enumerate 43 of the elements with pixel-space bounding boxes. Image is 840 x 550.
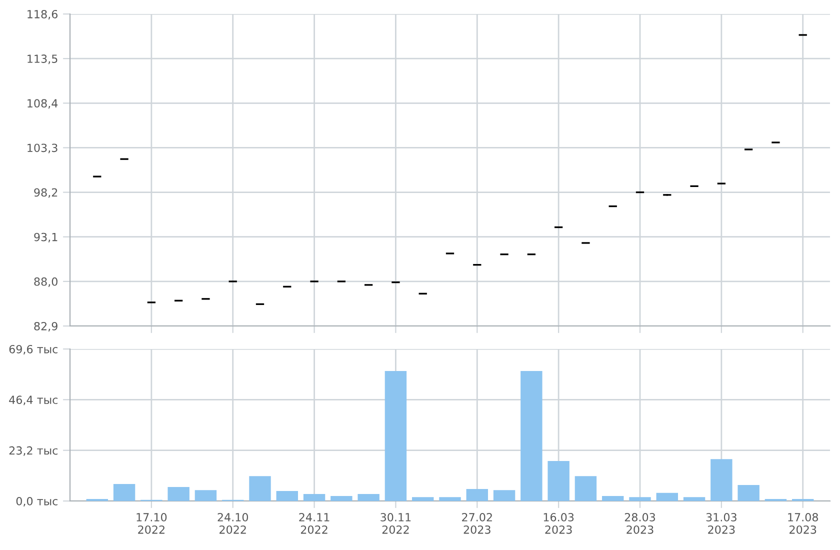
x-tick-label: 17.10 2022 <box>136 513 167 534</box>
bar <box>574 476 597 501</box>
x-tick-label: 17.08 2023 <box>788 513 818 534</box>
x-tick-label: 24.10 2022 <box>218 513 248 534</box>
bar <box>602 496 624 501</box>
bar <box>412 497 434 501</box>
y-tick-label: 23,2 тыс <box>9 446 58 456</box>
bar <box>384 371 407 501</box>
y-tick-label: 88,0 <box>34 277 58 287</box>
x-tick-label: 27.02 2023 <box>462 513 492 534</box>
bar <box>439 497 461 501</box>
bar <box>276 490 298 501</box>
y-tick-label: 93,1 <box>34 232 58 242</box>
y-tick-label: 0,0 тыс <box>16 496 58 507</box>
bar <box>520 371 542 501</box>
y-tick-label: 98,2 <box>34 188 58 198</box>
y-tick-label: 46,4 тыс <box>9 396 58 406</box>
bar <box>330 496 352 501</box>
y-tick-label: 69,6 тыс <box>9 344 58 355</box>
bar <box>113 484 136 501</box>
bar <box>194 490 217 501</box>
bar <box>629 497 651 501</box>
bar <box>493 490 516 501</box>
bar <box>710 459 732 501</box>
x-tick-label: 24.11 2022 <box>299 513 330 534</box>
y-tick-label: 103,3 <box>28 144 58 154</box>
bar <box>358 494 380 501</box>
bar <box>168 487 190 501</box>
y-tick-label: 113,5 <box>28 54 58 64</box>
bar <box>249 476 271 501</box>
bar <box>303 494 326 501</box>
y-tick-label: 108,4 <box>28 99 58 109</box>
bar <box>466 488 488 501</box>
x-tick-label: 30.11 2022 <box>380 513 411 534</box>
bar <box>656 492 678 501</box>
x-tick-label: 28.03 2023 <box>624 513 656 534</box>
bar <box>548 461 570 501</box>
x-tick-label: 16.03 2023 <box>544 513 574 534</box>
y-tick-label: 118,6 <box>28 10 58 20</box>
bar <box>738 485 760 501</box>
bar <box>683 497 706 501</box>
x-tick-label: 31.03 2023 <box>706 513 736 534</box>
y-tick-label: 82,9 <box>34 322 58 332</box>
